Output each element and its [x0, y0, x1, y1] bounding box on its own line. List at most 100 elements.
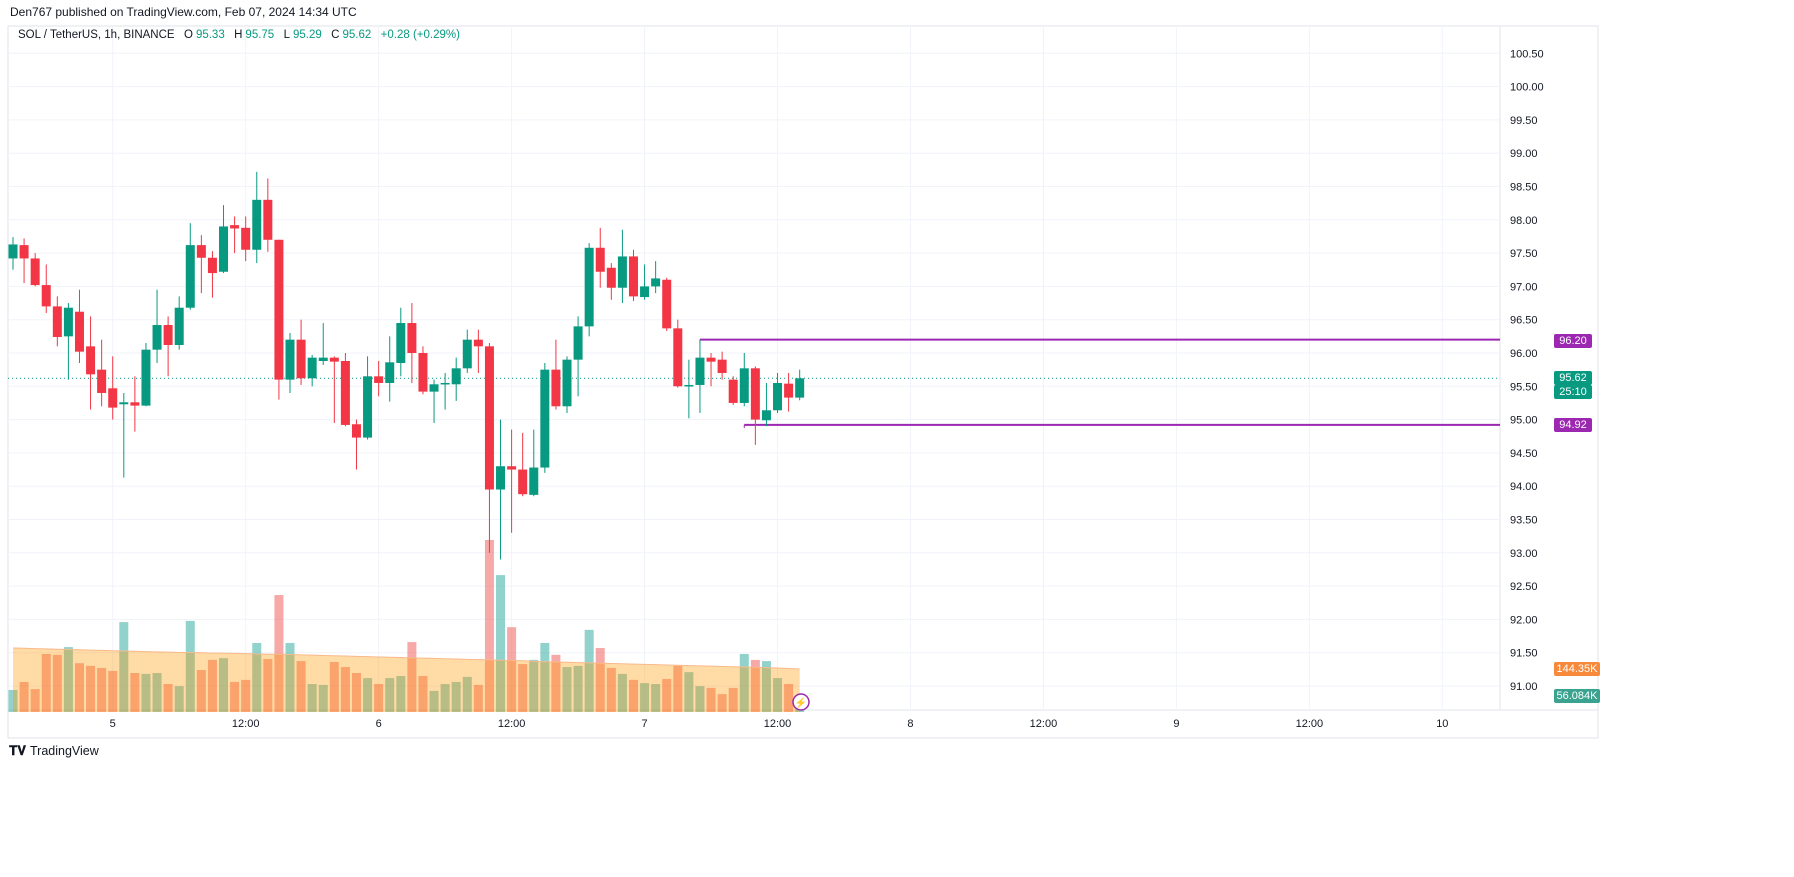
volume-bar — [207, 659, 217, 712]
volume-ma-line — [12, 647, 800, 670]
candle-down — [241, 227, 251, 250]
price-tick-label: 99.00 — [1510, 148, 1538, 160]
candle-up — [363, 376, 373, 438]
price-tick-label: 96.50 — [1510, 315, 1538, 327]
candle-down — [351, 424, 361, 438]
candle-down — [340, 360, 350, 425]
volume-bar — [296, 661, 306, 712]
candle-up — [739, 368, 749, 403]
candle-up — [385, 362, 395, 383]
volume-bar — [130, 673, 140, 712]
candle-up — [141, 349, 151, 406]
symbol-info[interactable]: SOL / TetherUS, 1h, BINANCE — [18, 29, 175, 41]
time-tick-label: 12:00 — [1030, 718, 1058, 730]
low-label: L — [283, 29, 290, 41]
close-value: 95.62 — [342, 29, 372, 41]
candle-up — [219, 226, 229, 272]
last-price-tag: 95.62 — [1554, 371, 1592, 385]
candle-down — [662, 279, 672, 329]
tradingview-logo[interactable]: 𝐓𝐕 TradingView — [9, 743, 99, 759]
volume-bar — [418, 675, 428, 712]
time-tick-label: 9 — [1173, 718, 1179, 730]
candle-down — [484, 346, 494, 490]
open-value: 95.33 — [195, 29, 225, 41]
volume-bar — [119, 622, 129, 712]
volume-ma-area — [13, 648, 800, 712]
candle-down — [19, 245, 29, 259]
brand-text: TradingView — [30, 744, 99, 758]
candle-down — [606, 267, 616, 288]
volume-bar — [695, 686, 705, 712]
candle-up — [252, 199, 262, 250]
volume-bar — [141, 673, 151, 712]
candle-up — [429, 384, 439, 392]
price-tick-label: 100.50 — [1510, 48, 1544, 60]
volume-bar — [396, 675, 406, 712]
price-tick-label: 97.00 — [1510, 281, 1538, 293]
volume-bar — [473, 684, 483, 712]
candle-down — [706, 357, 716, 362]
time-tick-label: 12:00 — [232, 718, 260, 730]
level-low-tag: 94.92 — [1554, 418, 1592, 432]
volume-bar — [318, 684, 328, 712]
time-tick-label: 12:00 — [498, 718, 526, 730]
candle-down — [673, 328, 683, 387]
candle-down — [163, 325, 173, 346]
candle-down — [41, 285, 51, 307]
volume-bar — [52, 654, 62, 712]
candle-down — [74, 311, 84, 352]
candle-down — [717, 359, 727, 373]
high-value: 95.75 — [245, 29, 275, 41]
candle-down — [108, 388, 118, 408]
volume-bar — [706, 687, 716, 712]
time-tick-label: 10 — [1436, 718, 1448, 730]
volume-bar — [684, 672, 694, 712]
chart-frame — [7, 25, 1599, 739]
candle-down — [296, 339, 306, 379]
volume-bar — [8, 689, 18, 712]
time-tick-label: 5 — [110, 718, 116, 730]
candle-down — [230, 225, 240, 229]
price-tick-label: 92.50 — [1510, 581, 1538, 593]
candle-up — [8, 244, 18, 259]
lightning-event-icon — [792, 693, 810, 711]
candle-up — [119, 402, 129, 405]
volume-bar — [773, 678, 783, 712]
candle-down — [407, 323, 417, 353]
candle-up — [185, 245, 195, 308]
candle-down — [329, 357, 339, 362]
candle-up — [584, 247, 594, 327]
volume-bar — [606, 667, 616, 712]
candle-down — [507, 466, 517, 470]
candle-up — [496, 466, 506, 490]
candle-up — [462, 339, 472, 369]
volume-bar — [30, 689, 40, 712]
candle-up — [761, 410, 771, 421]
volume-bar — [230, 681, 240, 712]
candle-down — [628, 256, 638, 297]
candle-up — [285, 339, 295, 380]
price-tick-label: 100.00 — [1510, 82, 1544, 94]
volume-bar — [152, 673, 162, 712]
volume-bar — [507, 627, 517, 712]
candle-down — [97, 369, 107, 393]
price-tick-label: 97.50 — [1510, 248, 1538, 260]
volume-bar — [41, 653, 51, 712]
candle-down — [518, 469, 528, 495]
candle-up — [440, 382, 450, 385]
candle-up — [795, 378, 805, 398]
volume-bar — [662, 678, 672, 712]
price-tick-label: 92.00 — [1510, 614, 1538, 626]
volume-bar — [363, 678, 373, 712]
candle-up — [773, 382, 783, 411]
candle-up — [651, 278, 661, 287]
volume-bar — [241, 679, 251, 712]
volume-bar — [739, 653, 749, 712]
candle-down — [418, 353, 428, 392]
level-high-tag: 96.20 — [1554, 334, 1592, 348]
volume-bar — [19, 681, 29, 712]
published-caption: Den767 published on TradingView.com, Feb… — [10, 5, 357, 19]
candle-down — [784, 383, 794, 398]
volume-bar — [429, 690, 439, 712]
